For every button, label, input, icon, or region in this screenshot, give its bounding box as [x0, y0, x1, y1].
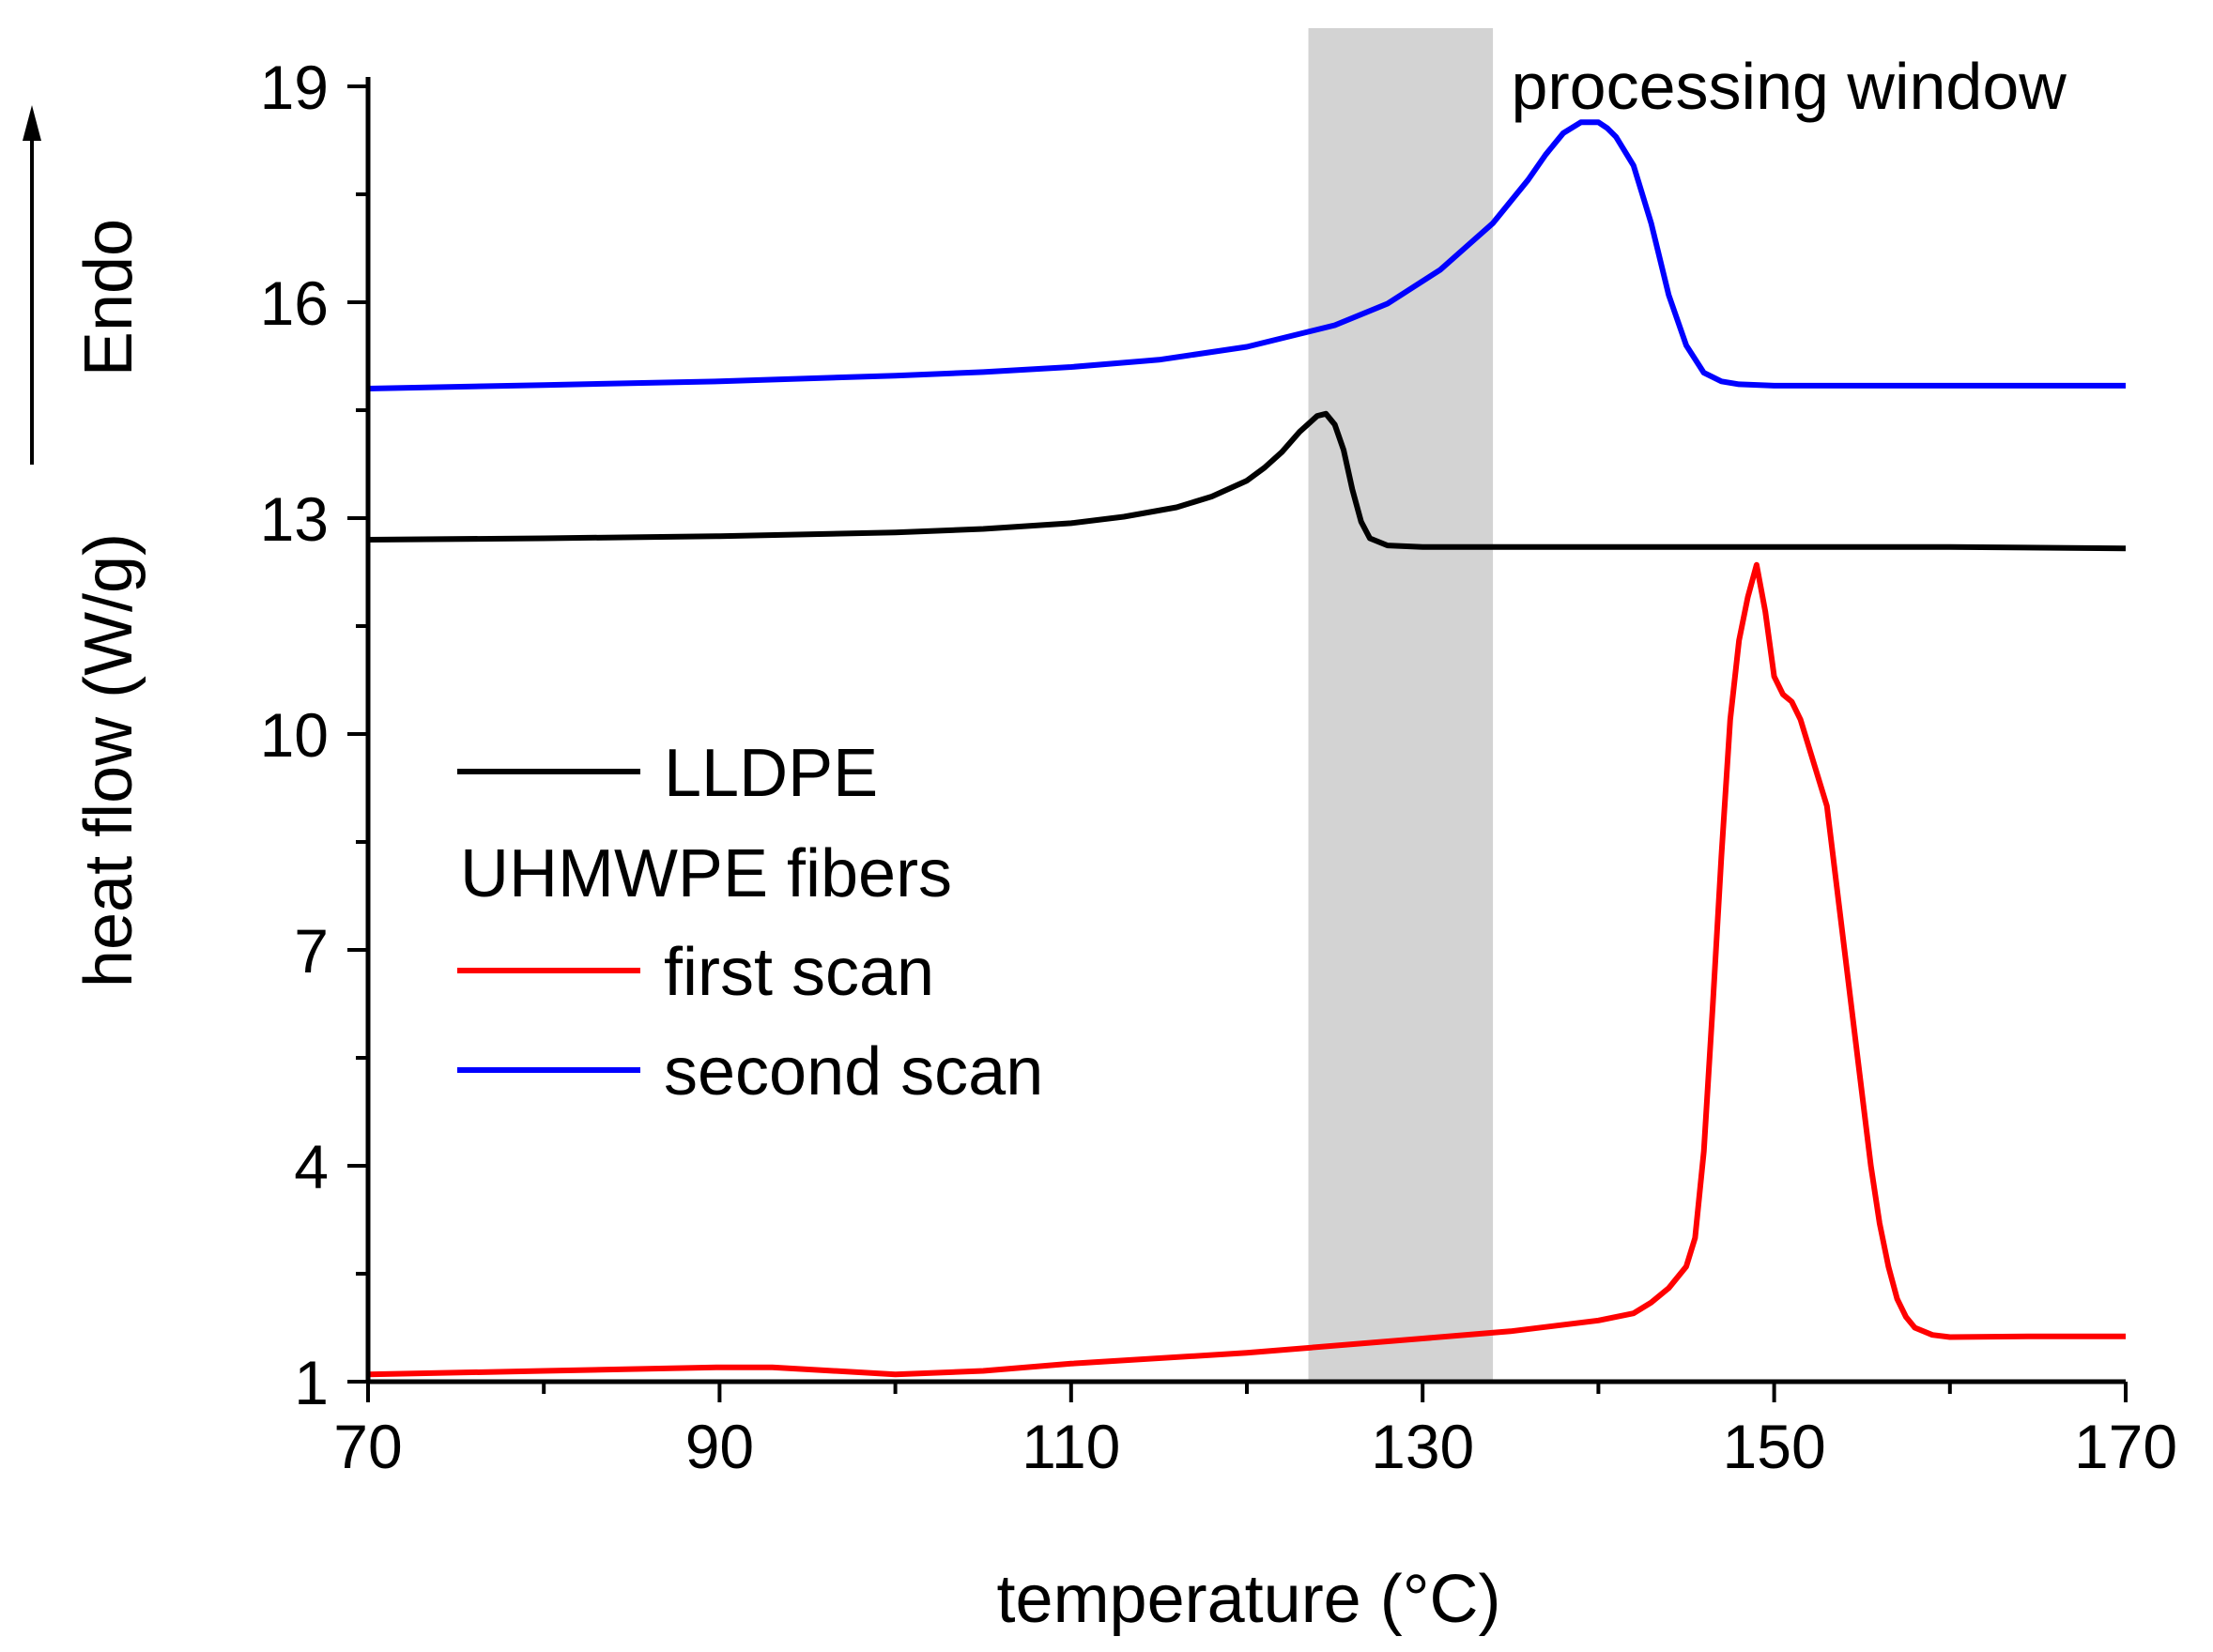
y-axis-title: heat flow (W/g) — [71, 533, 146, 987]
y-tick-label: 7 — [294, 916, 329, 986]
x-tick-label: 130 — [1371, 1412, 1474, 1481]
series-line-second-scan — [367, 119, 2126, 391]
series-group — [367, 119, 2127, 1378]
processing-window-band — [1308, 28, 1494, 1382]
x-tick-label: 170 — [2074, 1412, 2177, 1481]
axes — [365, 77, 2126, 1384]
axis-ticks: 70 90 110 130 150 170 1 4 7 10 13 16 19 — [260, 53, 2177, 1481]
endo-arrow-icon — [23, 105, 41, 465]
x-tick-label: 90 — [685, 1412, 754, 1481]
processing-window-label: processing window — [1511, 50, 2067, 123]
x-tick-label: 70 — [333, 1412, 402, 1481]
legend-label-second-scan: second scan — [664, 1034, 1043, 1109]
legend: LLDPE UHMWPE fibers first scan second sc… — [457, 736, 1043, 1109]
y-tick-label: 4 — [294, 1132, 329, 1201]
x-tick-label: 110 — [1022, 1412, 1120, 1481]
legend-label-lldpe: LLDPE — [664, 736, 878, 811]
y-tick-label: 13 — [260, 484, 329, 554]
x-tick-label: 150 — [1723, 1412, 1826, 1481]
legend-label-first-scan: first scan — [664, 935, 934, 1010]
x-axis-title: temperature (°C) — [997, 1562, 1501, 1637]
y-tick-label: 19 — [260, 53, 329, 122]
series-line-lldpe — [367, 410, 2127, 552]
y-tick-label: 10 — [260, 700, 329, 770]
y-tick-label: 1 — [294, 1348, 329, 1417]
legend-header-uhmwpe: UHMWPE fibers — [460, 836, 952, 911]
series-line-first-scan — [367, 561, 2126, 1378]
endo-label: Endo — [71, 219, 146, 376]
y-tick-label: 16 — [260, 268, 329, 338]
